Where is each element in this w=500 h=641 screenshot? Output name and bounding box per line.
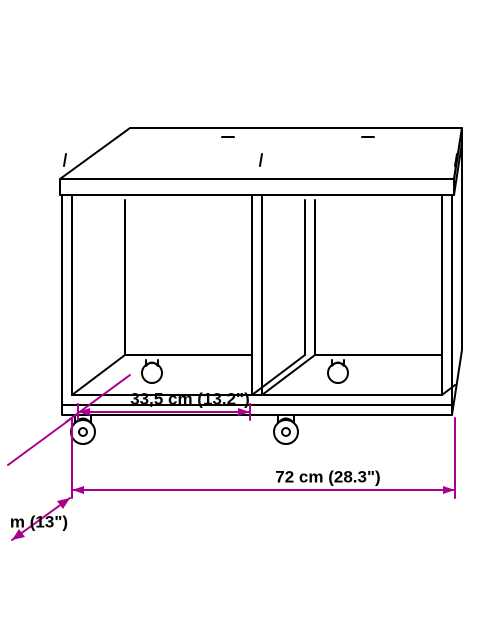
dim-outer-width [72,418,455,498]
caster-back-left [142,360,162,383]
top-slot [64,154,66,166]
dimension-diagram: 33,5 cm (13.2") 72 cm (28.3") m (13") [0,0,500,641]
top-board-front-edge [60,179,454,195]
top-slot [260,154,262,166]
dim-depth-label: m (13") [10,512,68,531]
furniture-outline [60,128,462,444]
bottom-shelf-depth-rightend [442,385,455,395]
dim-outer-width-label: 72 cm (28.3") [275,467,380,486]
caster-front-right [274,416,298,444]
bottom-shelf-depth-divL [252,355,305,395]
caster-front-left [71,416,95,444]
bottom-shelf-depth-right [262,355,442,395]
caster-back-right [328,360,348,383]
dim-inner-width-label: 33,5 cm (13.2") [130,389,250,408]
top-board-upper [60,128,462,179]
